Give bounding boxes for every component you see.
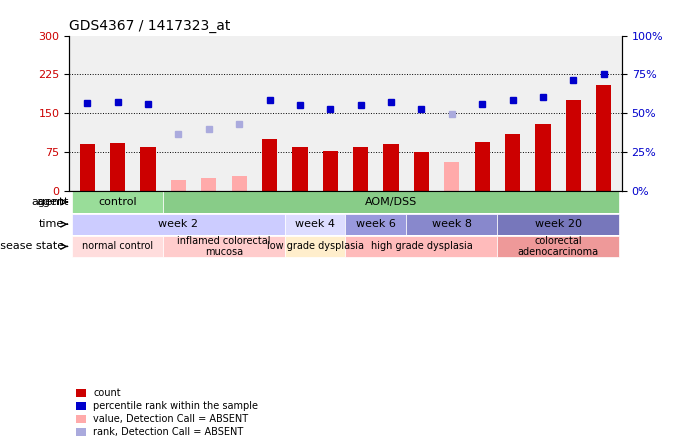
Bar <box>201 178 216 191</box>
Bar <box>498 214 619 235</box>
Bar <box>505 134 520 191</box>
Legend: count, percentile rank within the sample, value, Detection Call = ABSENT, rank, : count, percentile rank within the sample… <box>74 386 261 439</box>
Text: normal control: normal control <box>82 242 153 251</box>
Text: week 8: week 8 <box>432 219 472 229</box>
Bar <box>444 163 460 191</box>
Bar <box>72 214 285 235</box>
Text: control: control <box>98 197 137 207</box>
Bar <box>292 147 307 191</box>
Text: low grade dysplasia: low grade dysplasia <box>267 242 363 251</box>
Bar <box>285 236 346 257</box>
Text: disease state: disease state <box>0 242 64 251</box>
Text: week 20: week 20 <box>535 219 582 229</box>
Bar <box>346 214 406 235</box>
Bar <box>498 236 619 257</box>
Bar <box>596 85 612 191</box>
Bar <box>79 144 95 191</box>
Bar <box>566 100 581 191</box>
Text: high grade dysplasia: high grade dysplasia <box>370 242 473 251</box>
Bar <box>346 236 498 257</box>
Bar <box>384 144 399 191</box>
Text: agent: agent <box>37 197 69 207</box>
Bar <box>110 143 125 191</box>
Text: GDS4367 / 1417323_at: GDS4367 / 1417323_at <box>69 19 231 33</box>
Bar <box>163 236 285 257</box>
Bar <box>72 236 163 257</box>
Bar <box>140 147 155 191</box>
Text: time: time <box>39 219 64 229</box>
Bar <box>536 123 551 191</box>
Bar <box>262 139 277 191</box>
Text: week 4: week 4 <box>295 219 335 229</box>
Text: agent: agent <box>31 197 64 207</box>
Bar <box>353 147 368 191</box>
Text: colorectal
adenocarcinoma: colorectal adenocarcinoma <box>518 236 598 257</box>
Text: inflamed colorectal
mucosa: inflamed colorectal mucosa <box>178 236 271 257</box>
Bar <box>323 151 338 191</box>
Bar <box>475 142 490 191</box>
Bar <box>414 152 429 191</box>
Bar <box>231 176 247 191</box>
Bar <box>72 191 163 213</box>
Bar <box>285 214 346 235</box>
Text: week 6: week 6 <box>356 219 396 229</box>
Text: week 2: week 2 <box>158 219 198 229</box>
Bar <box>163 191 619 213</box>
Bar <box>406 214 498 235</box>
Text: AOM/DSS: AOM/DSS <box>365 197 417 207</box>
Bar <box>171 179 186 191</box>
